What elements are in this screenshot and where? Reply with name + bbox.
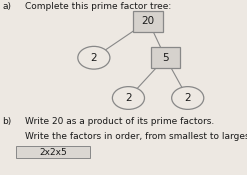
FancyBboxPatch shape (151, 47, 180, 68)
Text: 2: 2 (91, 53, 97, 63)
Text: Write the factors in order, from smallest to largest.: Write the factors in order, from smalles… (25, 132, 247, 141)
Text: 2: 2 (185, 93, 191, 103)
Text: Complete this prime factor tree:: Complete this prime factor tree: (25, 2, 171, 11)
Text: 2x2x5: 2x2x5 (39, 148, 67, 157)
FancyBboxPatch shape (16, 146, 90, 158)
Text: 5: 5 (162, 53, 169, 63)
Text: a): a) (2, 2, 11, 11)
Text: 20: 20 (142, 16, 155, 26)
Text: b): b) (2, 117, 12, 126)
FancyBboxPatch shape (133, 10, 163, 32)
Text: 2: 2 (125, 93, 132, 103)
Circle shape (78, 46, 110, 69)
Circle shape (112, 87, 144, 109)
Circle shape (172, 87, 204, 109)
Text: Write 20 as a product of its prime factors.: Write 20 as a product of its prime facto… (25, 117, 214, 126)
